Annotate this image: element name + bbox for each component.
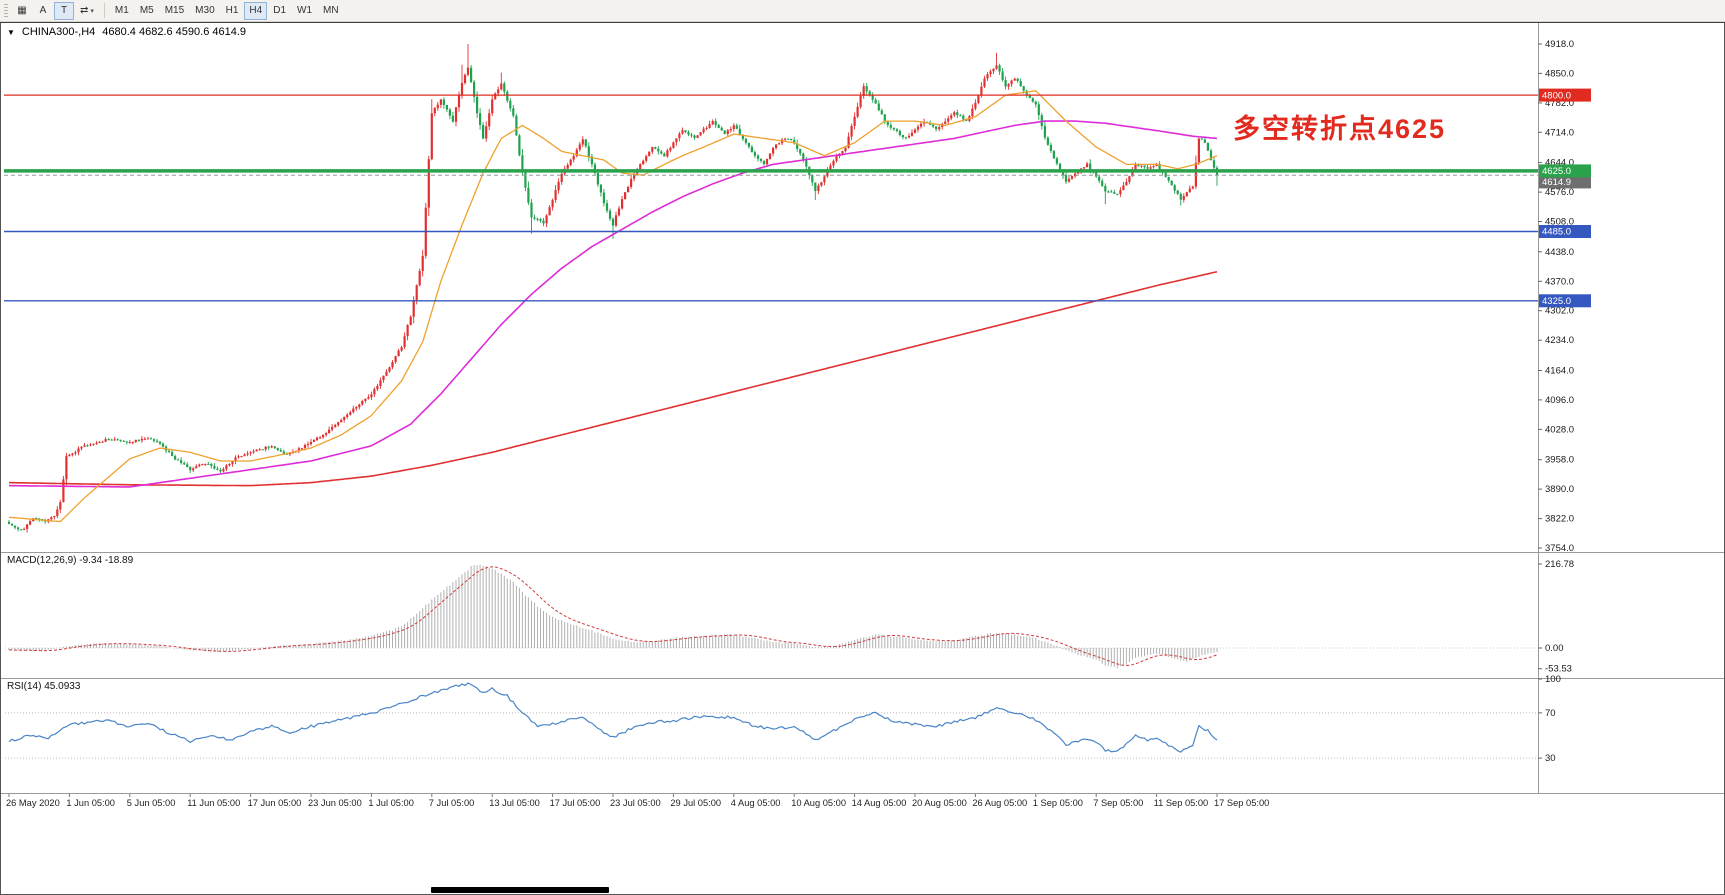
timeframe-d1[interactable]: D1 [273, 5, 287, 16]
svg-text:7 Jul 05:00: 7 Jul 05:00 [429, 798, 475, 808]
svg-text:3822.0: 3822.0 [1545, 514, 1574, 525]
svg-text:4576.0: 4576.0 [1545, 187, 1574, 198]
chart-window: 4918.0 4850.0 4782.0 4714.0 4644.0 4576.0 4508… [0, 22, 1725, 895]
svg-text:26 May 2020: 26 May 2020 [6, 798, 60, 808]
macd-signal-line [8, 566, 1218, 667]
rsi-label: RSI(14) 45.0933 [7, 681, 81, 692]
toolbar: ▦ A T ⇄ ▾ M1 M5 M15 M30 H1 H4 D1 W1 MN [0, 0, 1725, 22]
svg-text:10 Aug 05:00: 10 Aug 05:00 [791, 798, 846, 808]
toolbar-separator [103, 3, 105, 18]
svg-text:7 Sep 05:00: 7 Sep 05:00 [1093, 798, 1143, 808]
svg-text:4714.0: 4714.0 [1545, 127, 1574, 138]
svg-text:4234.0: 4234.0 [1545, 335, 1574, 346]
timeframe-m30[interactable]: M30 [195, 5, 215, 16]
rsi-line [8, 682, 1218, 753]
dropdown-caret-icon: ▾ [90, 7, 94, 15]
svg-text:4625.0: 4625.0 [1542, 166, 1571, 177]
svg-text:4918.0: 4918.0 [1545, 39, 1574, 50]
svg-text:11 Jun 05:00: 11 Jun 05:00 [187, 798, 240, 808]
macd-histogram [8, 564, 1218, 669]
toolbar-grip[interactable] [4, 3, 8, 18]
timeframe-buttons: M1 M5 M15 M30 H1 H4 D1 W1 MN [110, 1, 344, 20]
svg-text:3890.0: 3890.0 [1545, 484, 1574, 495]
pane-separators[interactable] [1, 23, 1724, 794]
svg-text:4096.0: 4096.0 [1545, 395, 1574, 406]
tool-buttons: ▦ A T ⇄ ▾ [12, 1, 99, 20]
svg-text:5 Jun 05:00: 5 Jun 05:00 [127, 798, 176, 808]
svg-text:4028.0: 4028.0 [1545, 424, 1574, 435]
svg-text:11 Sep 05:00: 11 Sep 05:00 [1154, 798, 1209, 808]
svg-text:4370.0: 4370.0 [1545, 276, 1574, 287]
svg-text:4 Aug 05:00: 4 Aug 05:00 [731, 798, 781, 808]
svg-text:20 Aug 05:00: 20 Aug 05:00 [912, 798, 967, 808]
moving-averages [8, 90, 1218, 523]
macd-label: MACD(12,26,9) -9.34 -18.89 [7, 555, 134, 566]
horizontal-level-lines[interactable] [4, 94, 1538, 302]
svg-text:4508.0: 4508.0 [1545, 217, 1574, 228]
timeframe-m5[interactable]: M5 [139, 5, 154, 16]
svg-text:3958.0: 3958.0 [1545, 455, 1574, 466]
svg-text:4438.0: 4438.0 [1545, 247, 1574, 258]
svg-text:4644.0: 4644.0 [1545, 158, 1574, 169]
svg-text:30: 30 [1545, 753, 1556, 764]
svg-text:4302.0: 4302.0 [1545, 306, 1574, 317]
price-axis[interactable]: 4918.0 4850.0 4782.0 4714.0 4644.0 4576.0 4508… [1538, 39, 1574, 764]
svg-text:4325.0: 4325.0 [1542, 296, 1571, 307]
symbol-title: CHINA300-,H4 [21, 26, 96, 38]
chart-canvas[interactable]: 4918.0 4850.0 4782.0 4714.0 4644.0 4576.0 4508… [1, 23, 1724, 894]
chart-menu-triangle-icon[interactable]: ▼ [7, 27, 15, 37]
timeframe-h1[interactable]: H1 [225, 5, 239, 16]
svg-text:29 Jul 05:00: 29 Jul 05:00 [670, 798, 721, 808]
indicator-guide-lines [5, 647, 1538, 759]
svg-text:216.78: 216.78 [1545, 559, 1574, 570]
svg-text:70: 70 [1545, 708, 1556, 719]
svg-text:17 Jul 05:00: 17 Jul 05:00 [550, 798, 601, 808]
ohlc-values: 4680.4 4682.6 4590.6 4614.9 [102, 26, 247, 38]
text-a-tool[interactable]: A [39, 5, 47, 16]
candle-bodies [7, 65, 1219, 531]
svg-text:100: 100 [1545, 674, 1561, 685]
timeframe-mn[interactable]: MN [323, 5, 339, 16]
svg-text:1 Jun 05:00: 1 Jun 05:00 [66, 798, 115, 808]
text-t-tool[interactable]: T [54, 1, 74, 20]
timeframe-h4[interactable]: H4 [244, 1, 268, 20]
price-tags: 4614.9 4800.0 4625.0 4485.0 4325.0 [1539, 88, 1591, 308]
svg-text:23 Jul 05:00: 23 Jul 05:00 [610, 798, 661, 808]
svg-text:4800.0: 4800.0 [1542, 90, 1571, 101]
cycle-tool[interactable]: ⇄ ▾ [80, 5, 94, 16]
chart-title: ▼ CHINA300-,H4 4680.4 4682.6 4590.6 4614… [7, 26, 246, 38]
svg-text:17 Sep 05:00: 17 Sep 05:00 [1214, 798, 1269, 808]
timeframe-m1[interactable]: M1 [114, 5, 129, 16]
timeframe-m15[interactable]: M15 [164, 5, 185, 16]
svg-text:1 Jul 05:00: 1 Jul 05:00 [368, 798, 414, 808]
svg-text:4782.0: 4782.0 [1545, 98, 1574, 109]
grid-tool[interactable]: ▦ [17, 5, 27, 16]
svg-text:1 Sep 05:00: 1 Sep 05:00 [1033, 798, 1083, 808]
svg-text:4485.0: 4485.0 [1542, 227, 1571, 238]
svg-text:26 Aug 05:00: 26 Aug 05:00 [972, 798, 1027, 808]
candle-wicks [8, 44, 1218, 533]
svg-text:4850.0: 4850.0 [1545, 68, 1574, 79]
svg-text:13 Jul 05:00: 13 Jul 05:00 [489, 798, 540, 808]
svg-text:17 Jun 05:00: 17 Jun 05:00 [248, 798, 302, 808]
svg-text:-53.53: -53.53 [1545, 664, 1572, 675]
timeframe-w1[interactable]: W1 [297, 5, 313, 16]
svg-text:3754.0: 3754.0 [1545, 543, 1574, 554]
svg-text:23 Jun 05:00: 23 Jun 05:00 [308, 798, 362, 808]
svg-text:14 Aug 05:00: 14 Aug 05:00 [852, 798, 907, 808]
time-axis[interactable]: 26 May 2020 1 Jun 05:00 5 Jun 05:00 11 Jun … [6, 794, 1269, 808]
annotation-text: 多空转折点4625 [1233, 114, 1447, 144]
svg-text:4164.0: 4164.0 [1545, 366, 1574, 377]
svg-text:0.00: 0.00 [1545, 643, 1564, 654]
scrollbar-thumb [431, 887, 609, 893]
svg-text:4614.9: 4614.9 [1542, 177, 1571, 188]
scrollbar[interactable] [431, 887, 609, 893]
